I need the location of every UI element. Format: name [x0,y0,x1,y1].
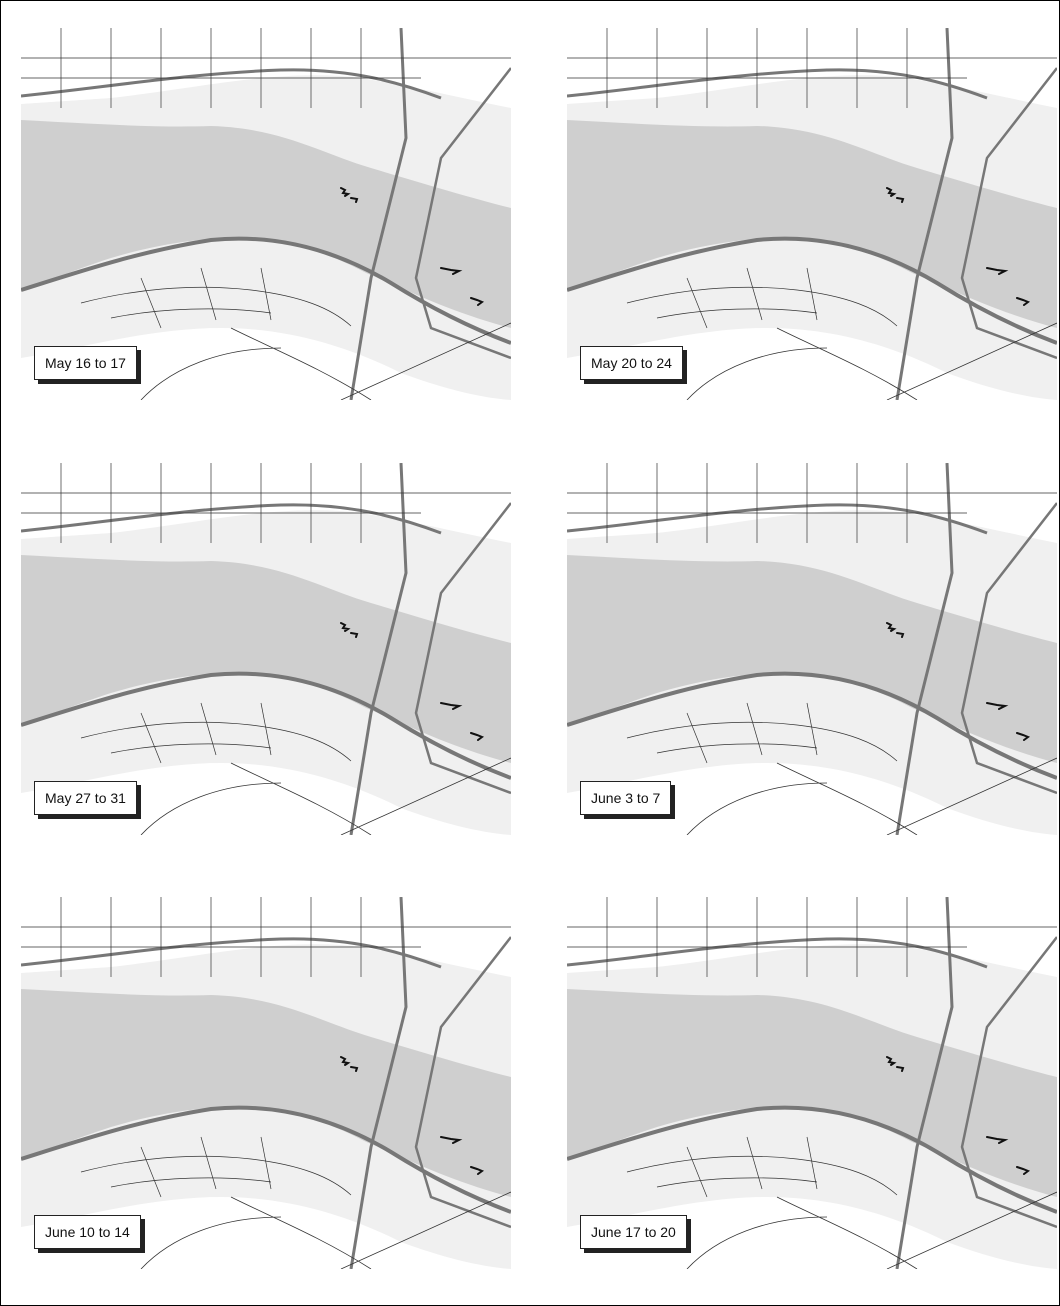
north-arterial-road [21,503,442,535]
street-grid [21,897,511,977]
island [41,1107,366,1197]
south-roads [140,1191,511,1269]
north-arterial-road [21,68,442,100]
map-panel-4: June 3 to 7 [567,463,1057,835]
south-area [21,1197,511,1269]
map-panel-2: May 20 to 24 [567,28,1057,400]
north-urban-area [567,28,1057,108]
bridge-highway [895,28,954,400]
bridge-highway [895,463,954,835]
interchange-ramp [960,67,1057,360]
south-shore-highway [567,671,1057,780]
river-map [567,463,1057,835]
south-roads [686,1191,1057,1269]
bridge-highway [895,897,954,1269]
interchange-ramp [960,936,1057,1229]
bridge-highway [349,28,408,400]
interchange-ramp [414,936,511,1229]
river-map [567,28,1057,400]
observation-clusters [886,622,1031,741]
date-range-label: May 27 to 31 [34,781,137,815]
river-water [567,989,1057,1197]
island [587,238,912,328]
river-map [21,28,511,400]
observation-clusters [340,1056,485,1175]
island-streets [80,1136,352,1198]
street-grid [567,28,1057,108]
south-roads [686,757,1057,835]
street-grid [21,28,511,108]
south-shore-highway [21,236,511,345]
south-roads [686,322,1057,400]
bridge-highway [349,897,408,1269]
south-shore-highway [567,1105,1057,1214]
north-urban-area [21,897,511,977]
river-map [567,897,1057,1269]
observation-clusters [886,187,1031,306]
bridge-highway [349,463,408,835]
interchange-ramp [414,67,511,360]
observation-clusters [886,1056,1031,1175]
south-area [567,328,1057,400]
north-arterial-road [567,503,988,535]
map-panel-6: June 17 to 20 [567,897,1057,1269]
island [587,673,912,763]
south-area [567,1197,1057,1269]
south-shore-highway [21,671,511,780]
map-panel-5: June 10 to 14 [21,897,511,1269]
river-water [567,120,1057,328]
island-streets [626,702,898,764]
north-arterial-road [567,937,988,969]
date-range-label: June 17 to 20 [580,1215,687,1249]
south-roads [140,757,511,835]
island [41,238,366,328]
north-urban-area [21,463,511,543]
date-range-label: June 10 to 14 [34,1215,141,1249]
street-grid [567,463,1057,543]
date-range-label: May 16 to 17 [34,346,137,380]
street-grid [567,897,1057,977]
south-area [21,763,511,835]
north-urban-area [21,28,511,108]
river-water [567,555,1057,763]
south-roads [140,322,511,400]
south-area [21,328,511,400]
island-streets [80,267,352,329]
date-range-label: May 20 to 24 [580,346,683,380]
river-water [21,555,511,763]
observation-clusters [340,187,485,306]
map-panel-1: May 16 to 17 [21,28,511,400]
north-urban-area [567,897,1057,977]
south-shore-highway [567,236,1057,345]
river-water [21,989,511,1197]
street-grid [21,463,511,543]
island [587,1107,912,1197]
south-shore-highway [21,1105,511,1214]
interchange-ramp [960,502,1057,795]
south-area [567,763,1057,835]
river-water [21,120,511,328]
north-arterial-road [21,937,442,969]
island [41,673,366,763]
river-map [21,463,511,835]
north-arterial-road [567,68,988,100]
island-streets [626,1136,898,1198]
observation-clusters [340,622,485,741]
north-urban-area [567,463,1057,543]
island-streets [626,267,898,329]
interchange-ramp [414,502,511,795]
map-panel-3: May 27 to 31 [21,463,511,835]
river-map [21,897,511,1269]
date-range-label: June 3 to 7 [580,781,672,815]
island-streets [80,702,352,764]
